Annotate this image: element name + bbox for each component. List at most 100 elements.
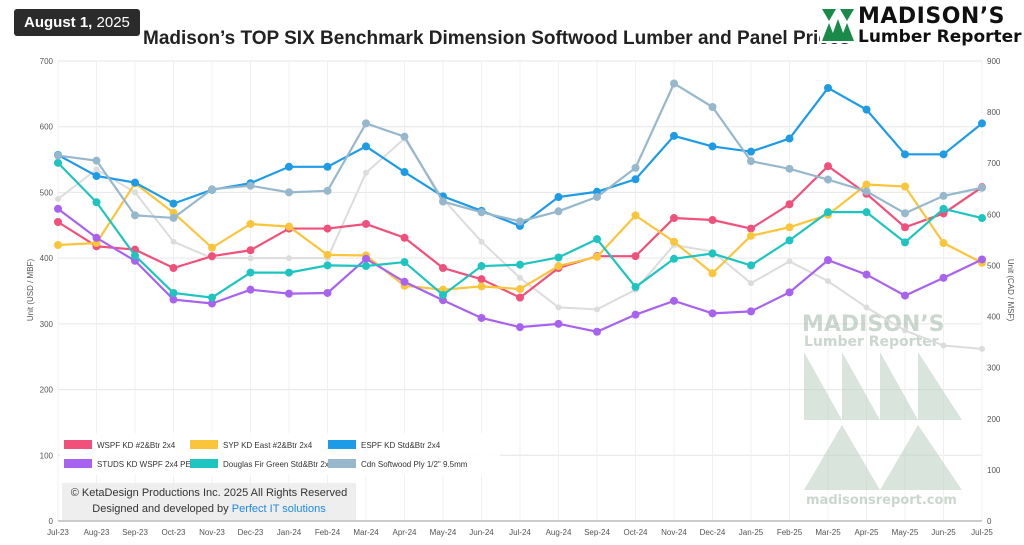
series-point[interactable] <box>785 288 794 297</box>
series-point[interactable] <box>54 204 62 213</box>
series-point[interactable] <box>92 156 101 165</box>
series-point[interactable] <box>554 193 563 202</box>
series-point[interactable] <box>978 214 986 223</box>
series-point[interactable] <box>54 158 62 167</box>
series-point[interactable] <box>323 261 332 270</box>
series-point[interactable] <box>208 243 216 252</box>
series-point[interactable] <box>285 289 293 298</box>
series-point[interactable] <box>131 178 139 187</box>
series-point[interactable] <box>246 268 255 277</box>
series-point[interactable] <box>246 181 255 190</box>
series-point[interactable] <box>400 258 409 267</box>
series-point[interactable] <box>323 162 332 171</box>
series-point[interactable] <box>978 119 986 128</box>
series-point[interactable] <box>785 200 794 209</box>
series-point[interactable] <box>208 293 216 302</box>
series-point[interactable] <box>554 207 563 216</box>
legend-item[interactable]: WSPF KD #2&Btr 2x4 <box>64 440 176 450</box>
series-point[interactable] <box>169 213 178 222</box>
series-point[interactable] <box>631 163 640 172</box>
series-point[interactable] <box>670 131 678 140</box>
series-point[interactable] <box>631 211 640 220</box>
legend-item[interactable]: ESPF KD Std&Btr 2x4 <box>328 440 441 450</box>
series-point[interactable] <box>670 237 678 246</box>
series-point[interactable] <box>285 222 293 231</box>
series-point[interactable] <box>477 262 486 271</box>
series-point[interactable] <box>477 313 486 322</box>
series-point[interactable] <box>246 219 255 228</box>
series-point[interactable] <box>169 295 178 304</box>
series-point[interactable] <box>708 216 717 225</box>
series-point[interactable] <box>862 187 871 196</box>
series-point[interactable] <box>901 291 909 300</box>
series-point[interactable] <box>131 251 139 260</box>
credit-link[interactable]: Perfect IT solutions <box>231 503 326 515</box>
series-point[interactable] <box>92 172 101 180</box>
series-point[interactable] <box>362 254 370 263</box>
series-point[interactable] <box>323 186 332 195</box>
series-point[interactable] <box>92 233 101 242</box>
series-point[interactable] <box>939 204 948 213</box>
series-point[interactable] <box>362 119 370 128</box>
series-point[interactable] <box>246 285 255 294</box>
series-point[interactable] <box>516 217 524 226</box>
series-point[interactable] <box>747 224 755 233</box>
series-point[interactable] <box>54 151 62 160</box>
series-point[interactable] <box>862 105 871 114</box>
series-point[interactable] <box>362 262 370 271</box>
series-point[interactable] <box>554 253 563 262</box>
series-point[interactable] <box>131 211 139 220</box>
series-point[interactable] <box>708 269 717 278</box>
series-point[interactable] <box>92 198 101 207</box>
series-point[interactable] <box>824 83 832 92</box>
series-point[interactable] <box>285 268 293 277</box>
series-point[interactable] <box>516 293 524 302</box>
series-point[interactable] <box>285 162 293 171</box>
series-point[interactable] <box>593 327 601 336</box>
series-point[interactable] <box>824 175 832 184</box>
series-point[interactable] <box>708 309 717 318</box>
series-point[interactable] <box>978 183 986 192</box>
series-point[interactable] <box>631 310 640 319</box>
series-point[interactable] <box>554 262 563 271</box>
series-point[interactable] <box>54 218 62 226</box>
series-point[interactable] <box>862 270 871 279</box>
series-point[interactable] <box>901 150 909 159</box>
series-point[interactable] <box>901 182 909 191</box>
series-point[interactable] <box>477 208 486 217</box>
series-point[interactable] <box>400 132 409 141</box>
series-point[interactable] <box>939 150 948 159</box>
series-point[interactable] <box>323 224 332 233</box>
series-point[interactable] <box>670 79 678 88</box>
series-point[interactable] <box>208 185 216 194</box>
series-point[interactable] <box>785 223 794 232</box>
series-point[interactable] <box>670 296 678 305</box>
series-point[interactable] <box>631 252 640 261</box>
series-point[interactable] <box>323 288 332 297</box>
series-point[interactable] <box>978 255 986 264</box>
series-point[interactable] <box>901 209 909 218</box>
series-point[interactable] <box>516 323 524 332</box>
series-point[interactable] <box>708 142 717 151</box>
series-point[interactable] <box>208 299 216 308</box>
series-point[interactable] <box>169 199 178 208</box>
series-point[interactable] <box>362 219 370 228</box>
series-point[interactable] <box>785 236 794 245</box>
series-point[interactable] <box>516 285 524 294</box>
series-point[interactable] <box>862 208 871 217</box>
series-point[interactable] <box>670 254 678 263</box>
series-point[interactable] <box>747 307 755 316</box>
series-point[interactable] <box>708 103 717 111</box>
series-point[interactable] <box>439 264 447 272</box>
series-point[interactable] <box>670 214 678 223</box>
series-point[interactable] <box>477 275 486 284</box>
series-point[interactable] <box>516 260 524 269</box>
series-point[interactable] <box>285 188 293 197</box>
series-point[interactable] <box>939 273 948 282</box>
series-point[interactable] <box>862 180 871 189</box>
series-point[interactable] <box>362 142 370 151</box>
series-point[interactable] <box>246 246 255 255</box>
series-point[interactable] <box>631 175 640 184</box>
series-point[interactable] <box>939 239 948 248</box>
series-point[interactable] <box>747 157 755 166</box>
